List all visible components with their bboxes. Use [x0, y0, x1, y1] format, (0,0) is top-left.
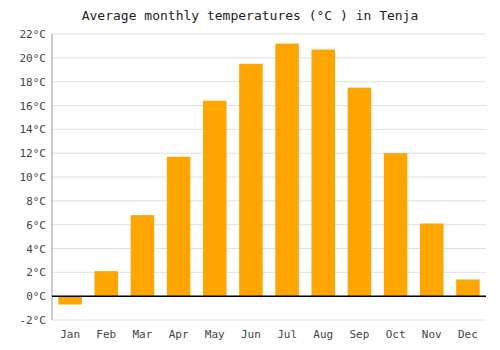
x-tick-label: Dec — [458, 328, 478, 341]
y-tick-label: 4°C — [26, 243, 46, 256]
y-tick-label: 16°C — [20, 100, 47, 113]
bar — [456, 279, 480, 296]
title: Average monthly temperatures (°C ) in Te… — [82, 8, 419, 23]
x-tick-label: Jun — [241, 328, 261, 341]
chart: Average monthly temperatures (°C ) in Te… — [0, 0, 500, 350]
zero-line — [52, 295, 486, 297]
y-tick-label: 8°C — [26, 195, 46, 208]
x-tick-label: Nov — [422, 328, 442, 341]
y-tick-label: 0°C — [26, 290, 46, 303]
y-tick-label: 2°C — [26, 266, 46, 279]
y-tick-label: 10°C — [20, 171, 47, 184]
bar — [275, 44, 299, 297]
bar — [167, 157, 191, 296]
bar — [94, 271, 118, 296]
grid-line — [52, 57, 486, 58]
x-tick-label: Mar — [132, 328, 152, 341]
y-tick-label: 14°C — [20, 123, 47, 136]
x-tick-label: Aug — [313, 328, 333, 341]
grid-line — [52, 129, 486, 130]
bar — [348, 88, 372, 297]
x-tick-label: Apr — [169, 328, 189, 341]
x-tick-label: Jan — [60, 328, 80, 341]
grid-line — [52, 296, 486, 297]
grid-line — [52, 34, 486, 35]
x-tick-label: Jul — [277, 328, 297, 341]
grid-line — [52, 320, 486, 321]
bars — [58, 44, 479, 305]
grid-line — [52, 105, 486, 106]
grid — [52, 34, 486, 320]
x-tick-label: May — [205, 328, 225, 341]
y-tick-label: -2°C — [20, 314, 47, 327]
x-tick-label: Oct — [386, 328, 406, 341]
x-tick-label: Sep — [349, 328, 369, 341]
bar — [58, 296, 82, 304]
grid-line — [52, 177, 486, 178]
y-tick-label: 18°C — [20, 76, 47, 89]
bar — [420, 223, 444, 296]
bar — [203, 101, 227, 296]
bar — [239, 64, 263, 296]
bar — [131, 215, 155, 296]
grid-line — [52, 153, 486, 154]
y-tick-label: 12°C — [20, 147, 47, 160]
grid-line — [52, 81, 486, 82]
x-tick-label: Feb — [96, 328, 116, 341]
y-tick-label: 6°C — [26, 219, 46, 232]
bar — [311, 49, 335, 296]
grid-line — [52, 200, 486, 201]
bar — [384, 153, 408, 296]
y-tick-label: 22°C — [20, 28, 47, 41]
y-tick-label: 20°C — [20, 52, 47, 65]
y-axis-line — [52, 34, 53, 320]
